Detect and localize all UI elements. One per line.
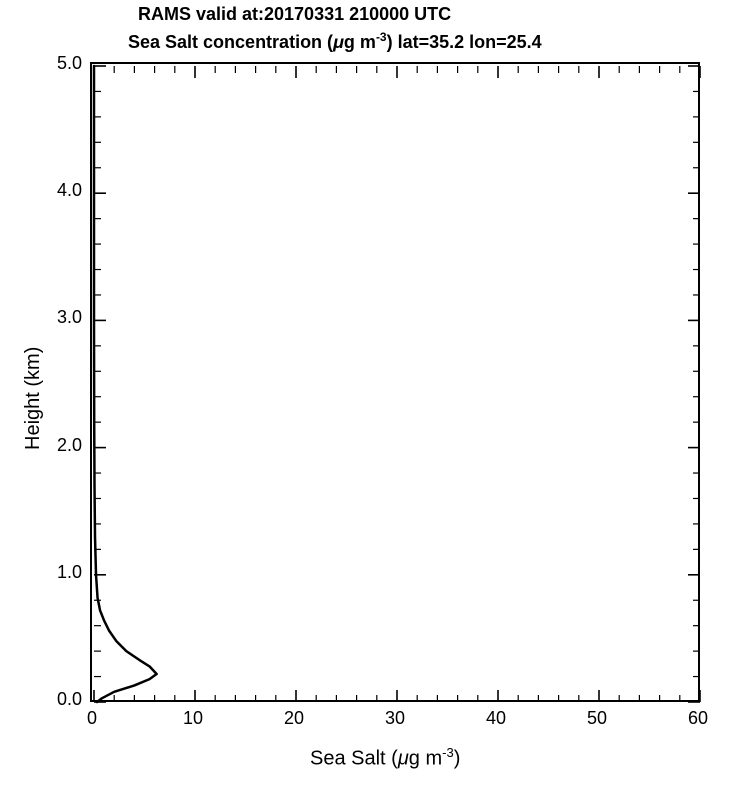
x-tick-label: 40 [476,708,516,729]
y-tick-label: 2.0 [57,435,82,456]
y-tick-label: 0.0 [57,689,82,710]
y-tick-label: 1.0 [57,562,82,583]
y-tick-label: 3.0 [57,307,82,328]
y-tick-label: 5.0 [57,53,82,74]
chart-container: RAMS valid at:20170331 210000 UTC Sea Sa… [0,0,746,800]
x-tick-label: 20 [274,708,314,729]
xlabel-prefix: Sea Salt ( [310,748,398,770]
title2-suffix: ) lat=35.2 lon=25.4 [387,32,542,52]
x-tick-label: 0 [72,708,112,729]
x-tick-label: 60 [678,708,718,729]
chart-title-line2: Sea Salt concentration (μg m-3) lat=35.2… [128,30,542,53]
x-axis-label: Sea Salt (μg m-3) [310,745,460,771]
xlabel-sup: -3 [442,745,454,760]
xlabel-suffix: ) [454,748,461,770]
x-tick-label: 30 [375,708,415,729]
xlabel-unit: g m [409,748,442,770]
title2-sup: -3 [376,30,387,44]
plot-svg [92,64,702,704]
xlabel-mu: μ [398,748,409,770]
title2-prefix: Sea Salt concentration ( [128,32,333,52]
chart-title-line1: RAMS valid at:20170331 210000 UTC [138,4,451,25]
x-tick-label: 50 [577,708,617,729]
title2-unit: g m [344,32,376,52]
title2-mu: μ [333,32,344,52]
x-tick-label: 10 [173,708,213,729]
y-axis-label: Height (km) [22,347,45,450]
plot-area [90,62,700,702]
y-tick-label: 4.0 [57,180,82,201]
